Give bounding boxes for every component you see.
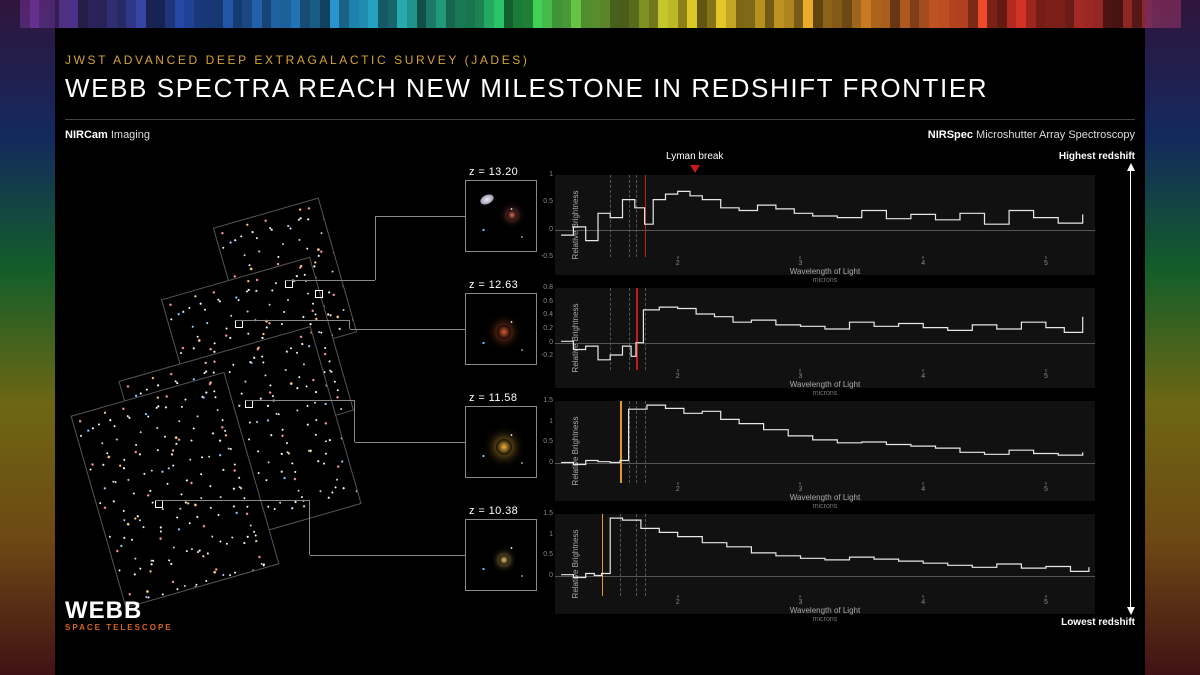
redshift-axis-line (1130, 167, 1131, 611)
leader-line (375, 216, 376, 280)
spectrum-bar-top (20, 0, 1180, 28)
spectrum-panel: -0.200.20.40.60.8Relative Brightness2345… (555, 288, 1095, 388)
galaxy-marker (315, 290, 323, 298)
spectrum-bar-left (0, 0, 55, 675)
leader-line (355, 442, 465, 443)
leader-line (285, 280, 375, 281)
redshift-value: z = 11.58 (469, 392, 517, 404)
highest-redshift-label: Highest redshift (1059, 151, 1135, 162)
spectrum-panel: 00.511.5Relative Brightness2345Wavelengt… (555, 514, 1095, 614)
x-axis-label: Wavelength of Light (555, 606, 1095, 615)
galaxy-marker (155, 500, 163, 508)
right-column-label: NIRSpec Microshutter Array Spectroscopy (928, 129, 1135, 141)
galaxy-thumbnail (465, 180, 537, 252)
webb-logo: WEBB SPACE TELESCOPE (65, 597, 173, 632)
survey-name: JWST ADVANCED DEEP EXTRAGALACTIC SURVEY … (65, 53, 1135, 67)
leader-line (375, 216, 465, 217)
lyman-break-label: Lyman break (666, 151, 723, 162)
leader-line (354, 400, 355, 442)
spectrum-bar-right (1145, 0, 1200, 675)
lyman-break-marker-icon (690, 165, 700, 173)
redshift-value: z = 12.63 (469, 279, 518, 291)
spectrum-panel: -0.500.51Relative Brightness2345Waveleng… (555, 175, 1095, 275)
redshift-value: z = 13.20 (469, 166, 518, 178)
x-axis-label: Wavelength of Light (555, 267, 1095, 276)
left-column-label: NIRCam Imaging (65, 129, 150, 141)
leader-line (155, 500, 310, 501)
leader-line (245, 400, 355, 401)
spectrum-panel: 00.511.5Relative Brightness2345Wavelengt… (555, 401, 1095, 501)
leader-line (310, 555, 465, 556)
figure-canvas: JWST ADVANCED DEEP EXTRAGALACTIC SURVEY … (55, 35, 1145, 640)
galaxy-thumbnail (465, 293, 537, 365)
galaxy-marker (245, 400, 253, 408)
galaxy-thumbnail (465, 406, 537, 478)
galaxy-marker (235, 320, 243, 328)
arrow-down-icon (1127, 607, 1135, 615)
leader-line (235, 320, 350, 321)
x-axis-label: Wavelength of Light (555, 380, 1095, 389)
nircam-deep-field (55, 170, 425, 550)
leader-line (350, 329, 465, 330)
redshift-value: z = 10.38 (469, 505, 518, 517)
x-axis-label: Wavelength of Light (555, 493, 1095, 502)
leader-line (309, 500, 310, 555)
main-title: WEBB SPECTRA REACH NEW MILESTONE IN REDS… (65, 73, 1135, 104)
galaxy-thumbnail (465, 519, 537, 591)
divider (65, 119, 1135, 120)
arrow-up-icon (1127, 163, 1135, 171)
galaxy-marker (285, 280, 293, 288)
leader-line (349, 320, 350, 329)
